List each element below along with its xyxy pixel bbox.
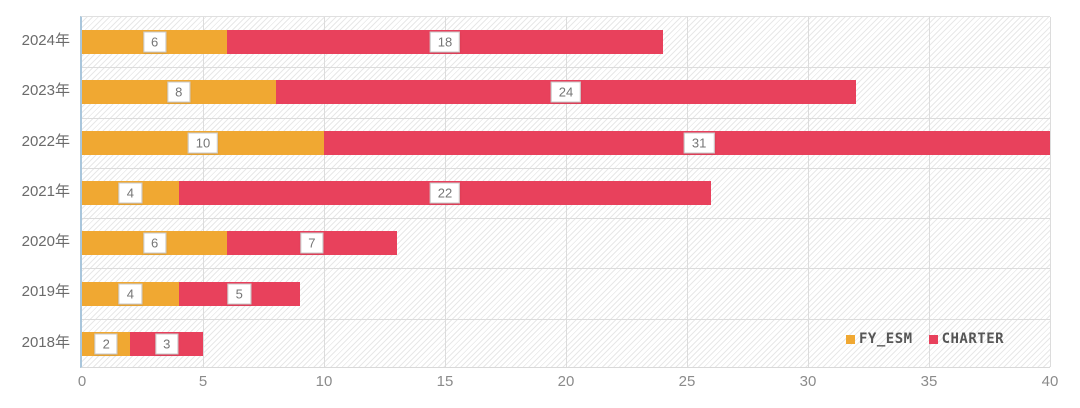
bar-value-label: 6: [142, 31, 167, 53]
legend: FY_ESM CHARTER: [846, 330, 1004, 348]
legend-item-charter[interactable]: CHARTER: [928, 331, 1005, 347]
x-tick-label: 30: [799, 373, 817, 390]
category-label: 2021年: [21, 182, 70, 200]
category-label: 2022年: [21, 132, 70, 150]
legend-label-charter: CHARTER: [941, 331, 1005, 347]
bar-value-label: 2: [94, 333, 118, 355]
x-tick-label: 35: [920, 373, 938, 390]
bar-value-label: 6: [142, 232, 167, 254]
vertical-gridline: [1050, 17, 1051, 367]
fy-esm-swatch-icon: [846, 334, 855, 344]
x-tick-label: 10: [315, 373, 333, 390]
vertical-gridline: [929, 17, 930, 367]
x-tick-label: 40: [1041, 373, 1059, 390]
vertical-gridline: [808, 17, 809, 367]
x-tick-label: 20: [557, 373, 575, 390]
plot-area: FY_ESM CHARTER 6 18 8 24 10 31 4 22 6 7 4 5 2 3: [80, 16, 1051, 368]
bar-value-label: 10: [187, 132, 219, 154]
bar-value-label: 22: [429, 182, 461, 204]
legend-label-fy-esm: FY_ESM: [859, 331, 913, 347]
bar-value-label: 31: [683, 132, 715, 154]
bar-value-label: 7: [300, 232, 324, 254]
bar-value-label: 18: [429, 31, 461, 53]
x-tick-label: 5: [198, 373, 208, 390]
bar-value-label: 24: [550, 81, 582, 103]
legend-item-fy-esm[interactable]: FY_ESM: [846, 331, 913, 347]
x-tick-label: 25: [678, 373, 696, 390]
category-label: 2020年: [21, 233, 70, 251]
charter-swatch-icon: [928, 334, 938, 344]
bar-value-label: 4: [118, 182, 143, 204]
x-tick-label: 0: [77, 373, 87, 390]
x-tick-label: 15: [436, 373, 454, 390]
category-label: 2018年: [21, 333, 70, 351]
category-label: 2023年: [21, 82, 70, 100]
category-label: 2024年: [21, 32, 70, 49]
bar-value-label: 8: [167, 81, 191, 103]
category-label: 2019年: [21, 283, 70, 301]
bar-value-label: 4: [118, 283, 143, 305]
bar-value-label: 3: [155, 333, 179, 355]
bar-value-label: 5: [227, 283, 251, 305]
